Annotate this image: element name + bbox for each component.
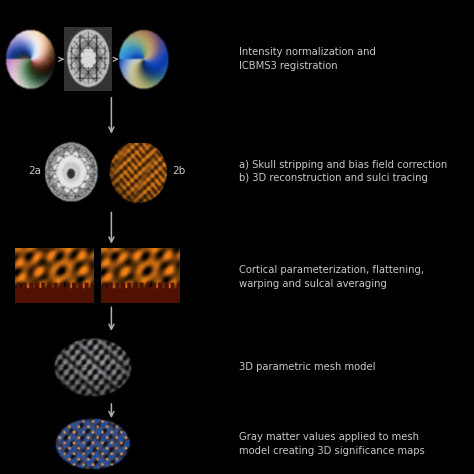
- Text: 2b: 2b: [172, 165, 185, 176]
- Text: Cortical parameterization, flattening,
warping and sulcal averaging: Cortical parameterization, flattening, w…: [239, 265, 424, 289]
- Text: 2a: 2a: [28, 165, 41, 176]
- Text: Gray matter values applied to mesh
model creating 3D significance maps: Gray matter values applied to mesh model…: [239, 432, 425, 456]
- Text: 3D parametric mesh model: 3D parametric mesh model: [239, 362, 376, 373]
- Text: Intensity normalization and
ICBMS3 registration: Intensity normalization and ICBMS3 regis…: [239, 47, 376, 71]
- Text: a) Skull stripping and bias field correction
b) 3D reconstruction and sulci trac: a) Skull stripping and bias field correc…: [239, 160, 447, 183]
